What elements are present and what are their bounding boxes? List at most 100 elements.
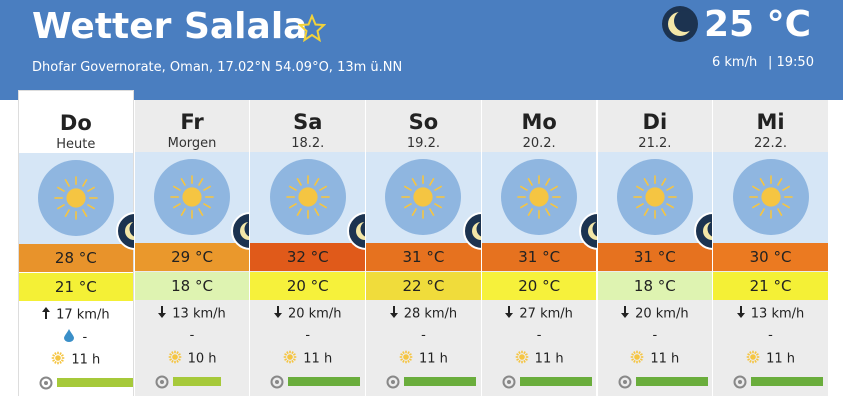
wind-arrow [505, 306, 514, 322]
high-temperature: 30 °C [713, 243, 828, 271]
high-temperature: 29 °C [134, 243, 250, 271]
wind-row: 13 km/h [135, 306, 250, 322]
current-wind: 6 km/h [712, 55, 758, 70]
low-temperature: 21 °C [19, 273, 133, 301]
sunshine-row: 10 h [135, 350, 250, 368]
precipitation-row: - [19, 329, 133, 346]
day-date: 18.2. [291, 136, 325, 151]
wind-arrow [736, 306, 745, 322]
day-name: Sa [293, 110, 323, 134]
low-temperature: 20 °C [481, 272, 597, 300]
wind-row: 20 km/h [598, 306, 713, 322]
wind-row: 17 km/h [19, 307, 133, 323]
uv-bar [751, 377, 824, 386]
sunshine-hours: 11 h [766, 351, 795, 367]
sunshine-row: 11 h [19, 351, 133, 369]
wind-speed: 20 km/h [287, 306, 342, 322]
high-temperature: 31 °C [366, 243, 481, 271]
day-column: So 19.2. 31 °C 22 °C 28 km/h - 11 h [365, 100, 481, 396]
wind-row: 27 km/h [482, 306, 597, 322]
day-name: Mo [521, 110, 557, 134]
day-column: Sa 18.2. 32 °C 20 °C 20 km/h - 11 h [249, 100, 366, 396]
sunshine-row: 11 h [366, 350, 481, 368]
current-time: | 19:50 [768, 55, 814, 70]
moon-icon [662, 6, 698, 42]
precipitation: - [305, 328, 311, 343]
uv-row [618, 374, 718, 389]
day-date: 19.2. [406, 136, 440, 151]
sun-small [630, 350, 644, 368]
precipitation-row: - [135, 328, 250, 343]
weather-icon [366, 152, 481, 243]
sun-small [399, 350, 413, 368]
wind-arrow [42, 307, 51, 323]
favorite-star[interactable] [298, 14, 326, 42]
wind-speed: 13 km/h [172, 306, 226, 322]
wind-speed: 17 km/h [56, 307, 110, 323]
wind-row: 28 km/h [366, 306, 481, 322]
sunshine-hours: 11 h [303, 351, 333, 367]
uv-icon [39, 375, 53, 394]
sun-small [168, 350, 182, 368]
sunshine-hours: 10 h [187, 351, 217, 367]
uv-bar [635, 377, 708, 386]
day-date: Heute [56, 137, 96, 152]
high-temperature: 31 °C [597, 243, 713, 271]
sunshine-hours: 11 h [534, 351, 564, 367]
low-temperature: 18 °C [134, 272, 250, 300]
sunshine-row: 11 h [482, 350, 597, 368]
day-date: 22.2. [753, 136, 788, 151]
rain-drop [64, 329, 75, 346]
wind-row: 20 km/h [250, 306, 365, 322]
wind-speed: 27 km/h [519, 306, 573, 322]
precipitation-row: - [250, 328, 365, 343]
uv-icon [618, 374, 632, 393]
wind-arrow [389, 306, 398, 322]
current-temperature: 25 °C [703, 4, 811, 45]
day-name: Mi [756, 110, 785, 134]
wind-speed: 20 km/h [635, 306, 689, 322]
uv-bar [172, 377, 221, 386]
day-column: Fr Morgen 29 °C 18 °C 13 km/h - 10 h [133, 100, 250, 396]
weather-icon [134, 152, 250, 243]
sunshine-hours: 11 h [650, 351, 680, 367]
low-temperature: 20 °C [250, 272, 366, 300]
sunshine-row: 11 h [598, 350, 713, 368]
wind-row: 13 km/h [713, 306, 828, 322]
uv-bar [404, 377, 477, 386]
precipitation: - [421, 328, 426, 343]
day-column: Mo 20.2. 31 °C 20 °C 27 km/h - 11 h [480, 100, 597, 396]
day-date: 20.2. [522, 136, 556, 151]
sun-icon [732, 159, 809, 235]
precipitation-row: - [598, 328, 713, 343]
uv-row [502, 374, 602, 389]
wind-arrow [158, 306, 167, 322]
high-temperature: 32 °C [250, 243, 366, 271]
sunshine-row: 11 h [250, 350, 365, 368]
uv-icon [386, 374, 400, 393]
city-title: Wetter Salala [32, 6, 308, 47]
low-temperature: 21 °C [713, 272, 828, 300]
sun-icon [385, 159, 462, 235]
uv-icon [270, 374, 284, 393]
precipitation-row: - [366, 328, 481, 343]
sun-icon [37, 160, 114, 236]
sun-icon [154, 159, 231, 235]
precipitation-row: - [482, 328, 597, 343]
precipitation: - [536, 328, 542, 343]
precipitation: - [768, 328, 773, 343]
low-temperature: 18 °C [597, 272, 713, 300]
sun-small [746, 350, 760, 368]
uv-icon [502, 374, 516, 393]
sun-icon [501, 159, 578, 235]
day-date: Morgen [167, 136, 217, 151]
uv-bar [57, 378, 133, 387]
sun-small [283, 350, 297, 368]
uv-row [386, 374, 486, 389]
uv-bar [519, 377, 592, 386]
day-column: Do Heute 28 °C 21 °C 17 km/h - 11 h [18, 90, 134, 396]
uv-row [39, 375, 139, 390]
wind-speed: 28 km/h [403, 306, 458, 322]
high-temperature: 31 °C [481, 243, 597, 271]
